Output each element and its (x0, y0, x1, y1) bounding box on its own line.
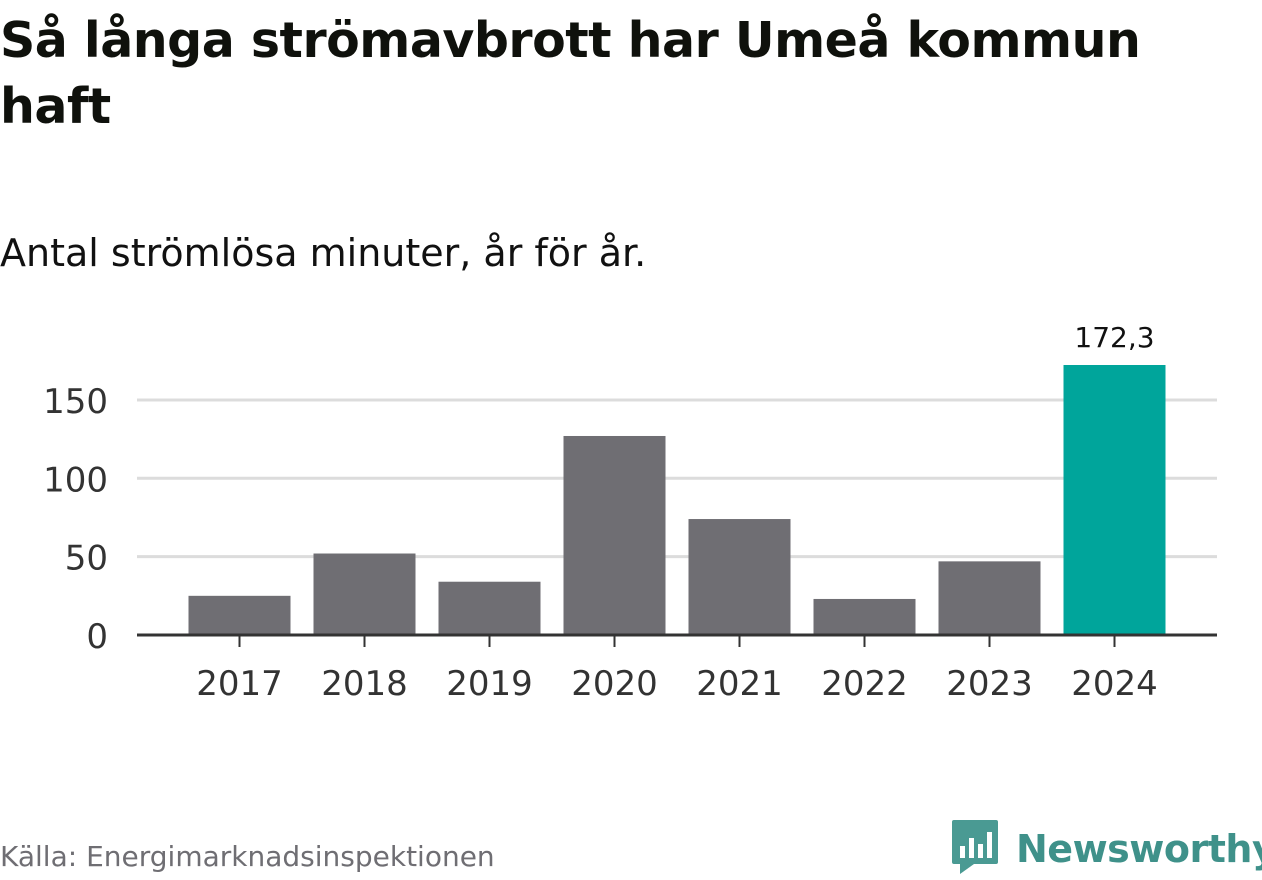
data-label: 172,3 (1074, 321, 1154, 354)
bar-2021 (688, 519, 791, 635)
y-axis-ticks: 0 50 100 150 (43, 382, 108, 657)
source-note: Källa: Energimarknadsinspektionen (0, 840, 495, 873)
bar-2018 (313, 553, 416, 635)
bar-2017 (188, 595, 291, 635)
data-labels: 172,3 (1074, 321, 1154, 354)
x-tick-label: 2020 (571, 664, 658, 704)
brand-name: Newsworthy (1016, 827, 1262, 871)
newsworthy-logo-icon (950, 818, 1000, 880)
x-tick-label: 2023 (946, 664, 1033, 704)
bars (188, 365, 1166, 635)
x-tick-label: 2017 (196, 664, 283, 704)
bar-2019 (438, 581, 541, 635)
gridlines (137, 398, 1217, 559)
brand-logo: Newsworthy (950, 818, 1262, 880)
x-tick-label: 2021 (696, 664, 783, 704)
chart-subtitle: Antal strömlösa minuter, år för år. (0, 231, 647, 275)
bar-2020 (563, 435, 666, 635)
y-tick-label: 150 (43, 382, 108, 422)
x-tick-label: 2024 (1071, 664, 1158, 704)
y-tick-label: 0 (86, 617, 108, 657)
x-tick-label: 2018 (321, 664, 408, 704)
bar-2023 (938, 561, 1041, 635)
x-axis-ticks: 2017 2018 2019 2020 2021 2022 2023 2024 (196, 635, 1158, 704)
bar-2024 (1063, 365, 1166, 635)
x-tick-label: 2022 (821, 664, 908, 704)
chart-title: Så långa strömavbrott har Umeå kommun ha… (0, 12, 1141, 135)
y-tick-label: 50 (65, 539, 108, 579)
bar-2022 (813, 598, 916, 635)
y-tick-label: 100 (43, 460, 108, 500)
x-tick-label: 2019 (446, 664, 533, 704)
